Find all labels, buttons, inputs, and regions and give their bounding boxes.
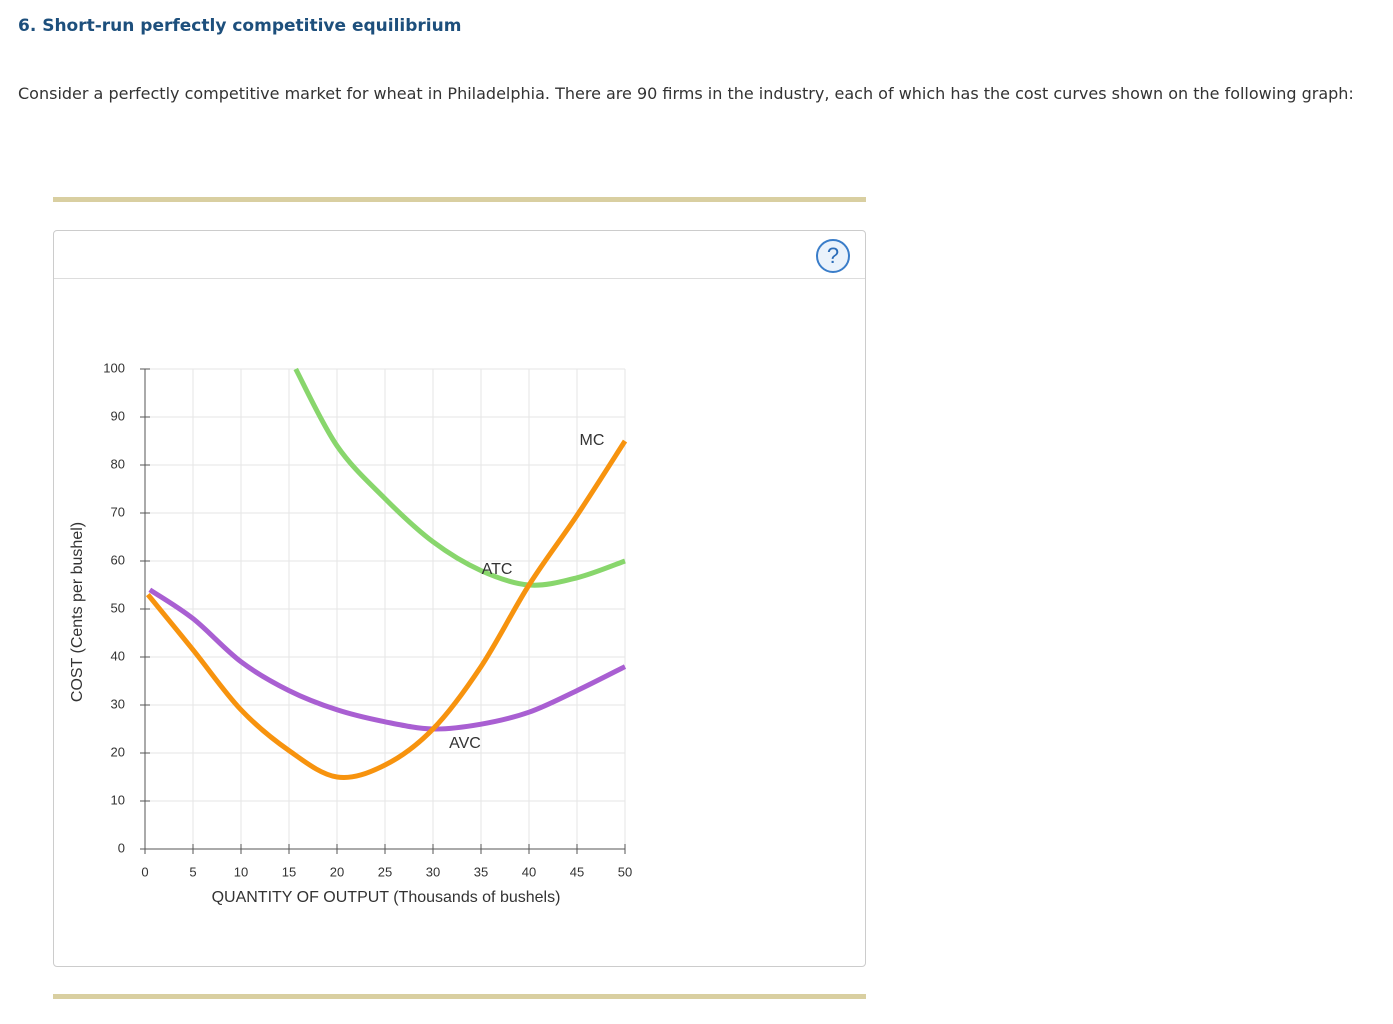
y-tick-label: 20 [111,744,125,759]
y-tick-label: 70 [111,504,125,519]
y-tick-label: 10 [111,792,125,807]
x-tick-label: 40 [522,864,536,879]
x-tick-label: 45 [570,864,584,879]
help-button[interactable] [816,239,850,273]
y-tick-label: 90 [111,408,125,423]
y-tick-label: 60 [111,552,125,567]
x-tick-label: 35 [474,864,488,879]
curve [293,367,626,588]
y-tick-label: 50 [111,600,125,615]
y-tick-label: 100 [103,360,125,375]
help-icon[interactable]: ? [827,243,839,268]
x-tick-label: 0 [141,864,148,879]
x-tick-label: 25 [378,864,392,879]
x-tick-label: 50 [618,864,632,879]
x-axis-title: QUANTITY OF OUTPUT (Thousands of bushels… [212,889,561,906]
curve-label: MC [580,432,605,449]
question-text: Consider a perfectly competitive market … [18,84,1354,103]
x-tick-label: 30 [426,864,440,879]
curve-label: AVC [449,735,481,752]
bottom-rule [53,994,866,999]
graph-panel [53,230,866,967]
curve-label: ATC [482,561,513,578]
curve [148,587,627,732]
y-tick-label: 0 [118,840,125,855]
top-rule [53,197,866,202]
y-tick-label: 40 [111,648,125,663]
x-tick-label: 5 [189,864,196,879]
x-tick-label: 15 [282,864,296,879]
question-title: 6. Short-run perfectly competitive equil… [18,16,462,36]
x-tick-label: 20 [330,864,344,879]
panel-divider [54,278,865,279]
y-tick-label: 30 [111,696,125,711]
curve [145,439,628,780]
y-axis-title: COST (Cents per bushel) [69,522,86,702]
x-tick-label: 10 [234,864,248,879]
y-tick-label: 80 [111,456,125,471]
